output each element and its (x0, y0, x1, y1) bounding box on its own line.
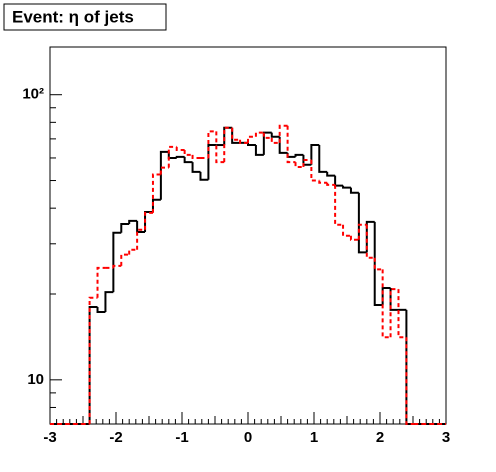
histogram-bin (302, 159, 312, 167)
histogram-bin (326, 182, 336, 186)
histogram-bin (183, 149, 193, 156)
histogram-bin (199, 171, 209, 181)
histogram-bin (231, 127, 241, 141)
histogram-bin (373, 221, 383, 307)
histogram-bin (310, 144, 320, 165)
x-tick-label: 2 (376, 429, 384, 446)
histogram-bin (191, 162, 201, 173)
histogram-bin (381, 269, 391, 339)
histogram-bin (334, 175, 344, 187)
histogram-bin (405, 309, 415, 425)
histogram-bin (381, 286, 391, 306)
histogram-bin (183, 156, 193, 164)
x-tick-label: 1 (310, 429, 318, 446)
histogram-bin (151, 173, 161, 213)
histogram-bin (262, 132, 272, 139)
histogram-bin (159, 150, 169, 200)
histogram-bin (334, 184, 344, 226)
histogram-bin (128, 248, 138, 255)
histogram-bin (397, 289, 407, 339)
histogram-bin (231, 127, 241, 144)
histogram-bin (326, 171, 336, 177)
histogram-bin (286, 125, 296, 164)
histogram-bin (310, 160, 320, 182)
histogram-bin (278, 124, 288, 143)
title-box (3, 3, 167, 31)
histogram-bin (247, 135, 256, 143)
histogram-bin (144, 210, 153, 232)
histogram-bin (262, 131, 272, 155)
histogram-bin (278, 136, 288, 154)
histogram-bin (365, 220, 375, 253)
plot-frame (49, 46, 447, 425)
histogram-bin (254, 145, 264, 156)
histogram-bin (389, 287, 399, 311)
histogram-bin (342, 185, 351, 189)
histogram-bin (128, 219, 138, 224)
histogram-bin (175, 155, 185, 158)
histogram-bin (191, 154, 201, 159)
histogram-bin (239, 139, 248, 144)
histogram-bin (247, 142, 256, 147)
histogram-bin (175, 146, 185, 151)
histogram-bin (357, 223, 367, 240)
histogram-bin (294, 162, 304, 168)
x-tick-label: 0 (244, 429, 252, 446)
histogram-bin (349, 235, 359, 241)
histogram-bin (112, 264, 122, 268)
histogram-bin (120, 253, 130, 266)
histogram-bin (294, 153, 304, 157)
histogram-bin (357, 192, 367, 254)
histogram-bin (286, 152, 296, 158)
histogram-bin (318, 145, 328, 173)
histogram-bin (270, 137, 280, 144)
x-tick-label: 3 (442, 429, 450, 446)
histogram-bin (405, 337, 415, 425)
histogram-bin (88, 296, 98, 424)
histogram-bin (389, 288, 399, 338)
histogram-bin (349, 187, 359, 194)
chart-title: Event: η of jets (12, 7, 134, 26)
histogram-bin (215, 131, 225, 164)
histogram-bin (223, 126, 233, 163)
histogram-bin (270, 132, 280, 138)
x-tick-label: -1 (175, 429, 188, 446)
histogram-bin (104, 291, 114, 312)
histogram-bin (254, 131, 264, 137)
histogram-bin (223, 126, 233, 146)
histogram-bin (96, 266, 106, 298)
histogram-bin (373, 257, 383, 271)
histogram-bin (159, 166, 169, 175)
histogram-bin (120, 222, 130, 233)
histogram-bin (167, 151, 177, 159)
histogram-bin (96, 307, 106, 313)
histogram-bin (144, 211, 153, 230)
histogram-bin (207, 144, 217, 180)
histogram-bin (365, 224, 375, 259)
histogram-bin (342, 224, 351, 237)
y-tick-label: 10² (22, 86, 44, 103)
histogram-bin (318, 180, 328, 184)
histogram-bin (207, 130, 217, 158)
histogram-bin (112, 231, 122, 293)
x-tick-label: -2 (109, 429, 122, 446)
histogram-bin (151, 198, 161, 212)
histogram-bin (88, 306, 98, 424)
x-tick-label: -3 (43, 429, 56, 446)
y-tick-label: 10 (27, 371, 44, 388)
